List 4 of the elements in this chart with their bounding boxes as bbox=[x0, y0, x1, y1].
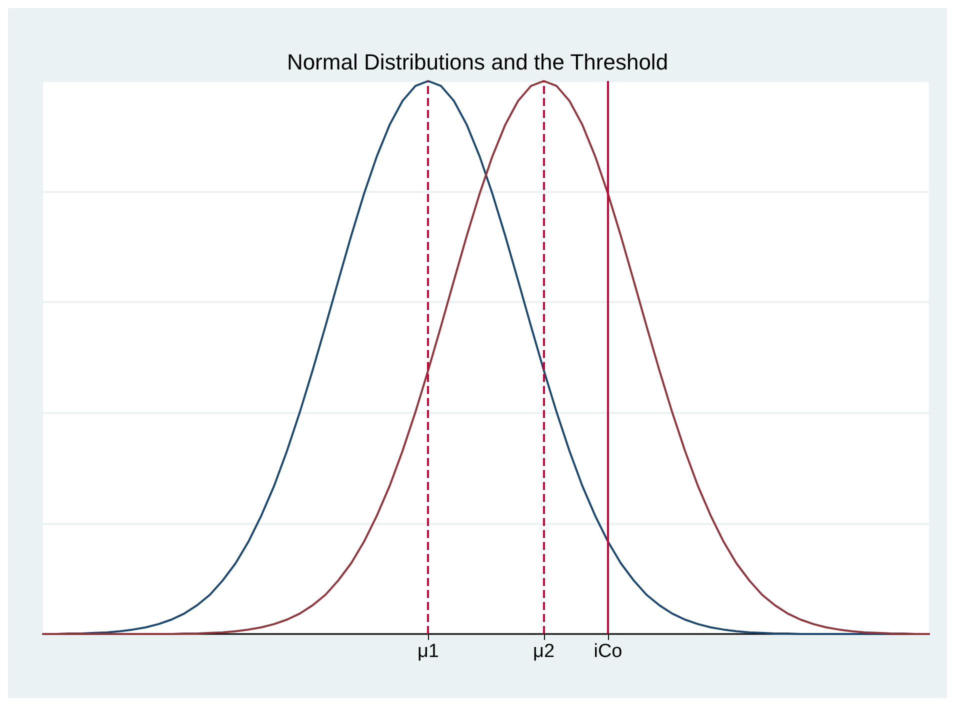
x-tick-label: iCo bbox=[594, 641, 622, 662]
x-tick-label: μ2 bbox=[533, 641, 555, 662]
x-tick-label: μ1 bbox=[417, 641, 439, 662]
chart-title: Normal Distributions and the Threshold bbox=[286, 50, 668, 74]
